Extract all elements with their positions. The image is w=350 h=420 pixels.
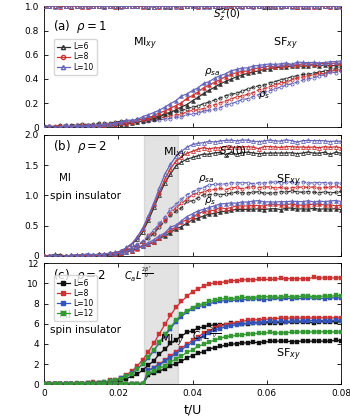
Text: $\rho_{sa}$: $\rho_{sa}$ [198, 173, 215, 185]
Text: $C_a L^{\frac{2\beta^*}{\nu}}$: $C_a L^{\frac{2\beta^*}{\nu}}$ [124, 265, 153, 284]
Text: (a)  $\rho = 1$: (a) $\rho = 1$ [52, 18, 107, 35]
Text: SF$_{xy}$: SF$_{xy}$ [276, 173, 301, 189]
Text: MI: MI [59, 173, 70, 183]
Text: spin insulator: spin insulator [50, 191, 121, 201]
Text: SF$_{xy}$: SF$_{xy}$ [276, 347, 301, 363]
Text: SF$_{xy}$: SF$_{xy}$ [273, 36, 298, 52]
Text: MI$_{xy}$: MI$_{xy}$ [160, 333, 184, 349]
Text: $\rho_{sa}$: $\rho_{sa}$ [204, 66, 221, 78]
Text: $\rho_s$: $\rho_s$ [258, 89, 270, 101]
Text: MI: MI [59, 310, 70, 320]
Text: $\rho_s$: $\rho_s$ [204, 194, 217, 207]
Bar [144, 135, 177, 256]
Bar [144, 263, 177, 384]
Legend: L=6, L=8, L=10, L=12: L=6, L=8, L=10, L=12 [54, 276, 97, 321]
Text: $S_z^2(0)$: $S_z^2(0)$ [219, 144, 247, 160]
Text: $S_z^2(0)$: $S_z^2(0)$ [213, 7, 242, 24]
Text: spin insulator: spin insulator [50, 326, 121, 336]
Legend: L=6, L=8, L=10: L=6, L=8, L=10 [54, 39, 97, 75]
X-axis label: t/U: t/U [183, 404, 202, 417]
Text: MI$_{xy}$: MI$_{xy}$ [133, 36, 157, 52]
Text: $C_{\Upsilon} L^{\frac{2\beta^*}{\nu}}$: $C_{\Upsilon} L^{\frac{2\beta^*}{\nu}}$ [193, 324, 222, 344]
Text: (c)  $\rho = 2$: (c) $\rho = 2$ [52, 267, 106, 284]
Text: MI$_{xy}$: MI$_{xy}$ [163, 146, 187, 163]
Text: (b)  $\rho = 2$: (b) $\rho = 2$ [52, 138, 107, 155]
